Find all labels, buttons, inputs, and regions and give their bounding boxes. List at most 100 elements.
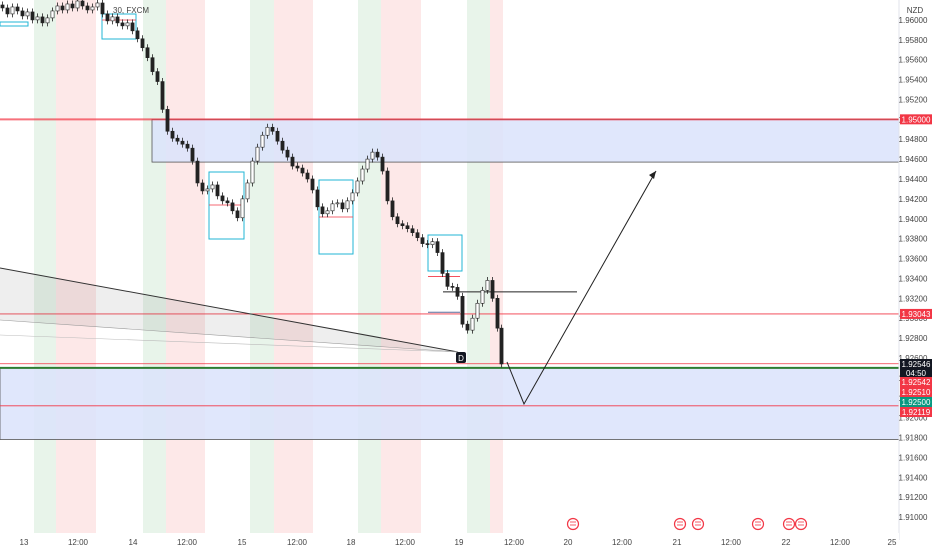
candle-body xyxy=(499,327,504,365)
candle-body xyxy=(405,225,410,230)
candle-body xyxy=(320,206,325,215)
candle-body xyxy=(205,188,210,192)
candle-body xyxy=(245,182,250,200)
candle-body xyxy=(310,178,315,191)
tag-text: 1.92542 xyxy=(902,378,931,387)
candle-body xyxy=(280,140,285,151)
candle-body xyxy=(345,200,350,210)
d-marker[interactable]: D xyxy=(456,352,466,363)
candle-body xyxy=(370,151,375,160)
session-band xyxy=(467,0,490,533)
candle-body xyxy=(335,202,340,205)
tag-text: 1.95000 xyxy=(902,115,931,124)
highlight-box xyxy=(101,13,137,40)
calendar-event-icon xyxy=(691,517,705,531)
zones xyxy=(0,118,900,440)
candle-body xyxy=(295,165,300,169)
candle-body xyxy=(60,5,65,11)
candle-body xyxy=(315,189,320,208)
candle-body xyxy=(150,57,155,72)
candle-body xyxy=(420,237,425,244)
candle-body xyxy=(360,168,365,182)
projection-path xyxy=(506,170,657,406)
candle-body xyxy=(55,5,60,12)
time-tick-label: 12:00 xyxy=(177,538,198,547)
session-bands xyxy=(34,0,503,533)
tag-text: 1.93043 xyxy=(902,310,931,319)
candle-body xyxy=(435,241,440,253)
candle-body xyxy=(340,202,345,210)
candle-body xyxy=(480,290,485,304)
price-tick-label: 1.95800 xyxy=(899,36,928,45)
candle-body xyxy=(0,4,5,9)
candle-body xyxy=(125,22,130,27)
candle-body xyxy=(115,16,120,24)
candle-body xyxy=(255,146,260,162)
price-tick-label: 1.91400 xyxy=(899,473,928,482)
price-series xyxy=(0,0,504,368)
candle-body xyxy=(225,200,230,204)
event-icons[interactable] xyxy=(566,517,808,531)
session-band xyxy=(250,0,274,533)
time-ticks: 13 12:00 14 12:00 15 12:00 18 12:00 19 12:00 20 12:… xyxy=(20,538,897,547)
candle-body xyxy=(325,210,330,215)
candle-body xyxy=(390,200,395,218)
candle-body xyxy=(105,13,110,22)
candle-body xyxy=(135,30,140,40)
tag-1-93043 xyxy=(900,308,932,319)
candle-body xyxy=(490,280,495,299)
candle-body xyxy=(20,10,25,17)
candle-body xyxy=(275,130,280,142)
candle-body xyxy=(440,252,445,274)
candle-body xyxy=(495,298,500,329)
time-tick-label: 19 xyxy=(455,538,464,547)
session-band xyxy=(381,0,421,533)
time-axis-bg xyxy=(0,533,899,550)
price-axis-bg xyxy=(899,0,932,550)
time-tick-label: 12:00 xyxy=(395,538,416,547)
candle-body xyxy=(395,216,400,225)
candle-body xyxy=(170,130,175,139)
candle-body xyxy=(350,192,355,202)
candle-body xyxy=(365,158,370,170)
candle-body xyxy=(175,137,180,142)
candle-body xyxy=(160,81,165,110)
candle-body xyxy=(5,7,10,15)
tag-text: 1.92119 xyxy=(902,408,931,417)
time-tick-label: 12:00 xyxy=(612,538,633,547)
calendar-event-icon xyxy=(782,517,796,531)
candle-body xyxy=(260,134,265,148)
price-tick-label: 1.93200 xyxy=(899,294,928,303)
candle-body xyxy=(475,302,480,319)
time-tick-label: 12:00 xyxy=(721,538,742,547)
time-tick-label: 20 xyxy=(564,538,573,547)
candle-body xyxy=(200,182,205,192)
candle-body xyxy=(210,184,215,190)
highlight-box xyxy=(427,234,463,272)
session-band xyxy=(274,0,313,533)
candle-body xyxy=(425,243,430,245)
last-price-tag xyxy=(900,359,932,378)
trend-line xyxy=(0,267,459,353)
time-tick-label: 21 xyxy=(673,538,682,547)
candle-body xyxy=(65,3,70,11)
candle-body xyxy=(400,223,405,227)
price-tick-label: 1.96000 xyxy=(899,16,928,25)
candle-body xyxy=(80,0,85,7)
demand-zone xyxy=(0,367,900,440)
price-tick-label: 1.94400 xyxy=(899,175,928,184)
candle-body xyxy=(455,287,460,297)
price-tick-label: 1.92000 xyxy=(899,414,928,423)
candle-body xyxy=(380,156,385,172)
price-tick-label: 1.95200 xyxy=(899,95,928,104)
candle-body xyxy=(355,180,360,194)
price-tick-label: 1.91600 xyxy=(899,453,928,462)
horizontal-lines xyxy=(0,118,899,407)
last-price-text: 1.92546 xyxy=(902,360,931,369)
countdown-text: 04:50 xyxy=(906,369,927,378)
candle-body xyxy=(220,195,225,202)
price-tick-label: 1.92600 xyxy=(899,354,928,363)
price-tick-label: 1.93400 xyxy=(899,274,928,283)
highlight-box xyxy=(208,171,245,240)
